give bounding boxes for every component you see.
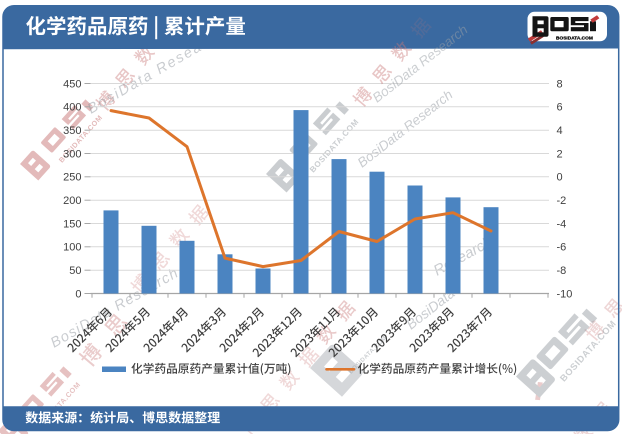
svg-text:450: 450 [63, 78, 81, 90]
svg-text:BOSIDATA.COM: BOSIDATA.COM [556, 35, 593, 41]
svg-text:100: 100 [63, 242, 81, 254]
svg-text:0: 0 [75, 288, 81, 300]
svg-text:150: 150 [63, 218, 81, 230]
svg-text:8: 8 [557, 78, 563, 90]
svg-text:2: 2 [557, 148, 563, 160]
svg-text:-4: -4 [557, 218, 567, 230]
svg-text:-6: -6 [557, 242, 567, 254]
svg-text:4: 4 [557, 125, 563, 137]
svg-text:350: 350 [63, 125, 81, 137]
svg-text:-8: -8 [557, 265, 567, 277]
svg-text:400: 400 [63, 102, 81, 114]
svg-text:-10: -10 [557, 288, 573, 300]
svg-text:250: 250 [63, 172, 81, 184]
svg-text:50: 50 [69, 265, 81, 277]
svg-text:300: 300 [63, 148, 81, 160]
svg-text:200: 200 [63, 195, 81, 207]
svg-text:-2: -2 [557, 195, 567, 207]
svg-text:0: 0 [557, 172, 563, 184]
svg-text:6: 6 [557, 102, 563, 114]
